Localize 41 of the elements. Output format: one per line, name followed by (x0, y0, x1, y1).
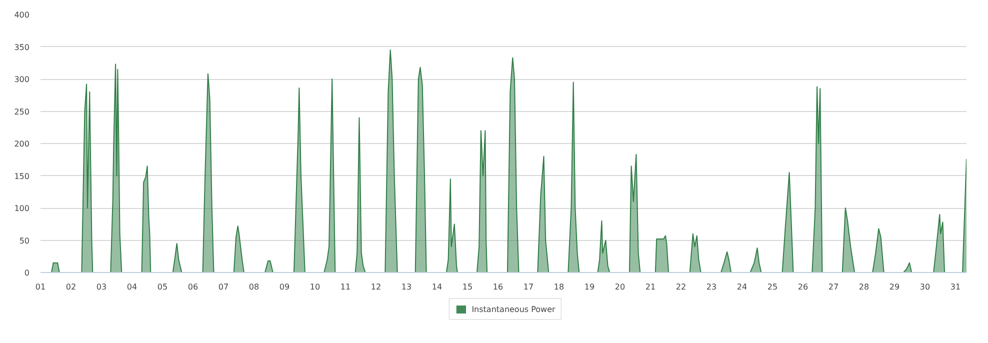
y-tick-label: 250 (14, 107, 30, 116)
x-tick-label: 19 (584, 282, 595, 292)
x-tick-label: 18 (554, 282, 564, 292)
x-tick-label: 30 (920, 282, 930, 292)
x-tick-label: 26 (798, 282, 808, 292)
y-tick-label: 0 (24, 268, 30, 278)
x-tick-label: 27 (828, 282, 839, 292)
y-tick-label: 350 (14, 42, 30, 52)
y-tick-label: 200 (14, 140, 30, 148)
x-tick-label: 28 (858, 282, 870, 292)
x-tick-label: 13 (401, 282, 412, 292)
x-tick-label: 05 (157, 282, 168, 292)
x-tick-label: 06 (188, 282, 198, 292)
x-tick-label: 07 (218, 282, 229, 292)
x-tick-label: 16 (492, 282, 504, 292)
x-tick-label: 24 (736, 282, 748, 292)
x-tick-label: 10 (310, 282, 320, 292)
x-tick-label: 12 (370, 282, 382, 292)
x-tick-label: 21 (645, 282, 656, 292)
y-tick-label: 150 (14, 172, 30, 181)
x-tick-label: 03 (96, 282, 107, 292)
x-tick-label: 04 (126, 282, 138, 292)
x-tick-label: 08 (248, 282, 260, 292)
x-tick-label: 09 (279, 282, 290, 292)
x-tick-label: 17 (523, 282, 534, 292)
x-tick-label: 23 (706, 282, 717, 292)
x-tick-label: 20 (614, 282, 626, 292)
x-tick-label: 01 (35, 282, 46, 292)
y-tick-label: 50 (19, 236, 30, 246)
y-tick-label: 400 (14, 10, 30, 20)
x-tick-label: 02 (66, 282, 76, 292)
y-tick-label: 300 (14, 75, 30, 84)
x-tick-label: 15 (462, 282, 473, 292)
x-tick-label: 31 (950, 282, 961, 292)
x-tick-label: 14 (432, 282, 442, 292)
x-tick-label: 29 (889, 282, 900, 292)
x-tick-label: 22 (676, 282, 686, 292)
x-tick-label: 11 (340, 282, 351, 292)
legend-label: Instantaneous Power (472, 304, 556, 314)
y-tick-label: 100 (14, 204, 30, 213)
x-tick-label: 25 (767, 282, 778, 292)
